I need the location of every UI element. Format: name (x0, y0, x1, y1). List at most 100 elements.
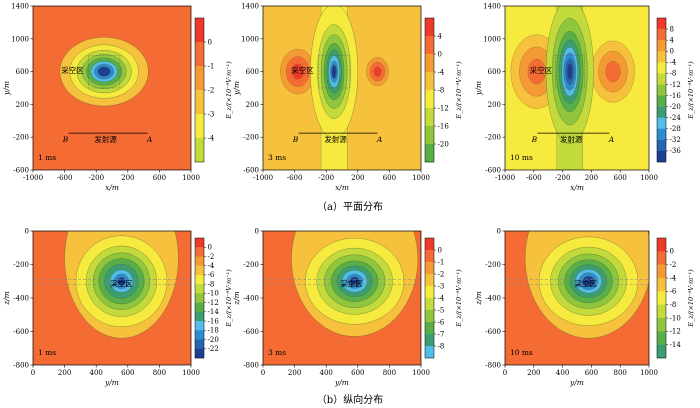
x-tick-label: -1000 (495, 174, 515, 182)
colorbar-tick-label: -7 (438, 330, 445, 338)
contour-lobe (527, 58, 546, 85)
colorbar-tick-label: -3 (438, 282, 445, 290)
contour-field (505, 6, 649, 170)
x-axis-label: y/m (334, 378, 349, 387)
colorbar-tick-label: -18 (208, 327, 219, 335)
colorbar-segment (657, 238, 666, 252)
goaf-label: 采空区 (530, 65, 553, 75)
colorbar-tick-label: -8 (438, 86, 445, 94)
colorbar-tick-label: 4 (670, 36, 675, 44)
x-tick-label: 400 (556, 369, 569, 377)
x-tick-label: 0 (261, 369, 265, 377)
colorbar-segment (657, 128, 666, 141)
colorbar-tick-label: -4 (670, 59, 677, 67)
colorbar-segment (657, 318, 666, 332)
contour-level (97, 66, 111, 77)
x-tick-label: 400 (90, 369, 103, 377)
contour-field (263, 231, 421, 365)
colorbar-tick-label: 0 (208, 244, 212, 252)
y-tick-label: 0 (25, 228, 29, 236)
goaf-label: 采空区 (110, 278, 133, 288)
x-axis-label: x/m (335, 183, 349, 192)
y-axis-label: y/m (2, 81, 11, 96)
colorbar-tick-label: -8 (208, 280, 215, 288)
x-tick-label: 600 (585, 369, 598, 377)
y-axis-label: y/m (232, 81, 241, 96)
x-tick-label: 600 (351, 369, 364, 377)
contour-lobe (605, 60, 621, 83)
x-tick-label: 0 (31, 369, 35, 377)
x-tick-label: -600 (287, 174, 303, 182)
x-tick-label: 200 (58, 369, 71, 377)
source-label: 发射源 (560, 134, 583, 144)
colorbar-tick-label: -12 (438, 104, 449, 112)
x-tick-label: 200 (527, 369, 540, 377)
y-tick-label: -800 (243, 362, 259, 370)
point-a-label: A (376, 135, 383, 144)
colorbar-segment (195, 114, 204, 139)
x-tick-label: 200 (121, 174, 134, 182)
x-axis-label: y/m (569, 378, 584, 387)
goaf-outline (88, 55, 121, 89)
x-tick-label: 200 (585, 174, 598, 182)
colorbar-segment (195, 348, 204, 359)
colorbar-segment (195, 90, 204, 115)
y-axis-label: y/m (474, 81, 483, 96)
contour-level (331, 64, 337, 79)
colorbar-tick-label: -24 (670, 114, 682, 122)
y-tick-label: -600 (13, 328, 29, 336)
colorbar-segment (195, 293, 204, 303)
x-tick-label: -1000 (23, 174, 43, 182)
colorbar-segment (425, 36, 434, 55)
colorbar-segment (657, 73, 666, 85)
colorbar-segment (195, 311, 204, 322)
x-tick-label: -1000 (253, 174, 273, 182)
goaf-outline (318, 55, 351, 89)
colorbar-label: E_z/(×10⁻⁹V·m⁻¹) (687, 269, 695, 328)
x-tick-label: 1000 (412, 369, 430, 377)
colorbar-segment (425, 346, 434, 359)
x-tick-label: 600 (383, 174, 396, 182)
colorbar-segment (425, 126, 434, 145)
colorbar-tick-label: -8 (670, 301, 677, 309)
colorbar-tick-label: -10 (670, 314, 681, 322)
point-b-label: B (531, 135, 538, 144)
colorbar-tick-label: -32 (670, 136, 681, 144)
colorbar-tick-label: -2 (208, 86, 215, 94)
colorbar-segment (657, 251, 666, 265)
colorbar-tick-label: 0 (208, 38, 212, 46)
colorbar-tick-label: 0 (438, 50, 442, 58)
colorbar-tick-label: -16 (670, 92, 682, 100)
contour-level (582, 275, 595, 287)
colorbar-tick-label: -6 (670, 288, 677, 296)
goaf-label: 采空区 (574, 278, 597, 288)
colorbar-label: E_z/(×10⁻⁹V·m⁻¹) (687, 61, 695, 120)
plot-frame (262, 5, 422, 171)
caption-a: （a）平面分布 (317, 201, 383, 213)
y-tick-label: 0 (497, 228, 501, 236)
y-tick-label: -400 (13, 295, 29, 303)
time-label: 10 ms (510, 348, 533, 357)
colorbar-tick-label: 0 (670, 248, 674, 256)
colorbar-tick-label: -4 (438, 294, 445, 302)
colorbar-tick-label: -8 (438, 342, 445, 350)
colorbar-frame (194, 237, 205, 359)
colorbar-tick-label: -2 (208, 253, 215, 261)
colorbar-tick-label: -12 (670, 81, 681, 89)
y-tick-label: 200 (246, 101, 259, 109)
colorbar-label: E_z/(×10⁻⁹V·m⁻¹) (225, 61, 233, 120)
colorbar-segment (425, 298, 434, 311)
y-tick-label: -600 (485, 328, 501, 336)
y-tick-label: -200 (485, 134, 501, 142)
colorbar-tick-label: 4 (438, 32, 443, 40)
y-tick-label: -800 (485, 362, 501, 370)
time-label: 1 ms (38, 153, 56, 162)
colorbar-segment (195, 284, 204, 294)
contour-field (33, 231, 191, 365)
colorbar-segment (425, 54, 434, 73)
y-tick-label: 1000 (483, 35, 501, 43)
colorbar-segment (195, 247, 204, 257)
colorbar-tick-label: -8 (670, 70, 677, 78)
contour-level (349, 276, 360, 286)
